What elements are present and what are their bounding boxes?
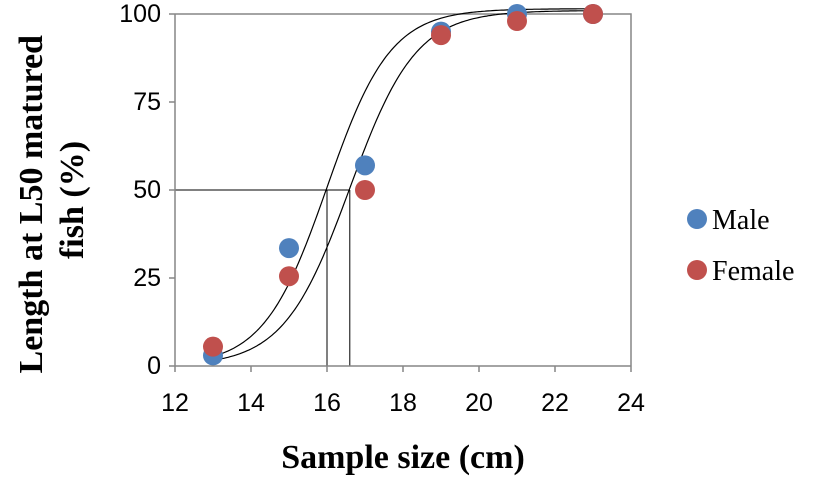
fitted-curve <box>212 8 593 358</box>
x-tick-label: 22 <box>541 389 569 417</box>
legend-marker-female <box>687 260 707 280</box>
y-tick-label: 75 <box>133 88 161 116</box>
y-tick-label: 100 <box>119 0 161 28</box>
x-tick-label: 14 <box>237 389 265 417</box>
legend-marker-male <box>687 209 707 229</box>
fitted-curves <box>212 8 593 361</box>
y-tick-label: 0 <box>147 352 161 380</box>
legend-label-female: Female <box>712 256 794 287</box>
legend: Male Female <box>687 205 794 287</box>
data-point-female <box>507 11 527 32</box>
data-points <box>203 4 603 366</box>
y-tick-label: 25 <box>133 264 161 292</box>
x-tick-label: 12 <box>161 389 189 417</box>
legend-label-male: Male <box>712 205 770 236</box>
plot-area <box>175 13 632 366</box>
y-axis-title-line-2: fish (%) <box>54 141 91 259</box>
data-point-female <box>355 180 375 200</box>
data-point-male <box>355 155 375 176</box>
plot-border <box>175 13 632 366</box>
data-point-female <box>203 336 223 357</box>
y-axis-title: Length at L50 matured fish (%) <box>13 27 91 374</box>
data-point-female <box>583 4 603 24</box>
y-axis-title-line-1: Length at L50 matured <box>13 35 50 374</box>
x-axis-title: Sample size (cm) <box>281 439 525 476</box>
data-point-female <box>279 266 299 287</box>
x-tick-label: 24 <box>617 389 645 417</box>
x-tick-label: 16 <box>313 389 341 417</box>
x-tick-label: 20 <box>465 389 493 417</box>
y-tick-label: 50 <box>133 176 161 204</box>
fitted-curve <box>212 10 593 361</box>
tick-labels: 0 25 50 75 100 12 14 16 18 20 22 24 <box>119 0 645 417</box>
data-point-female <box>431 25 451 46</box>
x-tick-label: 18 <box>389 389 417 417</box>
data-point-male <box>279 238 299 259</box>
axes <box>169 13 632 372</box>
l50-reference-lines <box>175 189 351 366</box>
